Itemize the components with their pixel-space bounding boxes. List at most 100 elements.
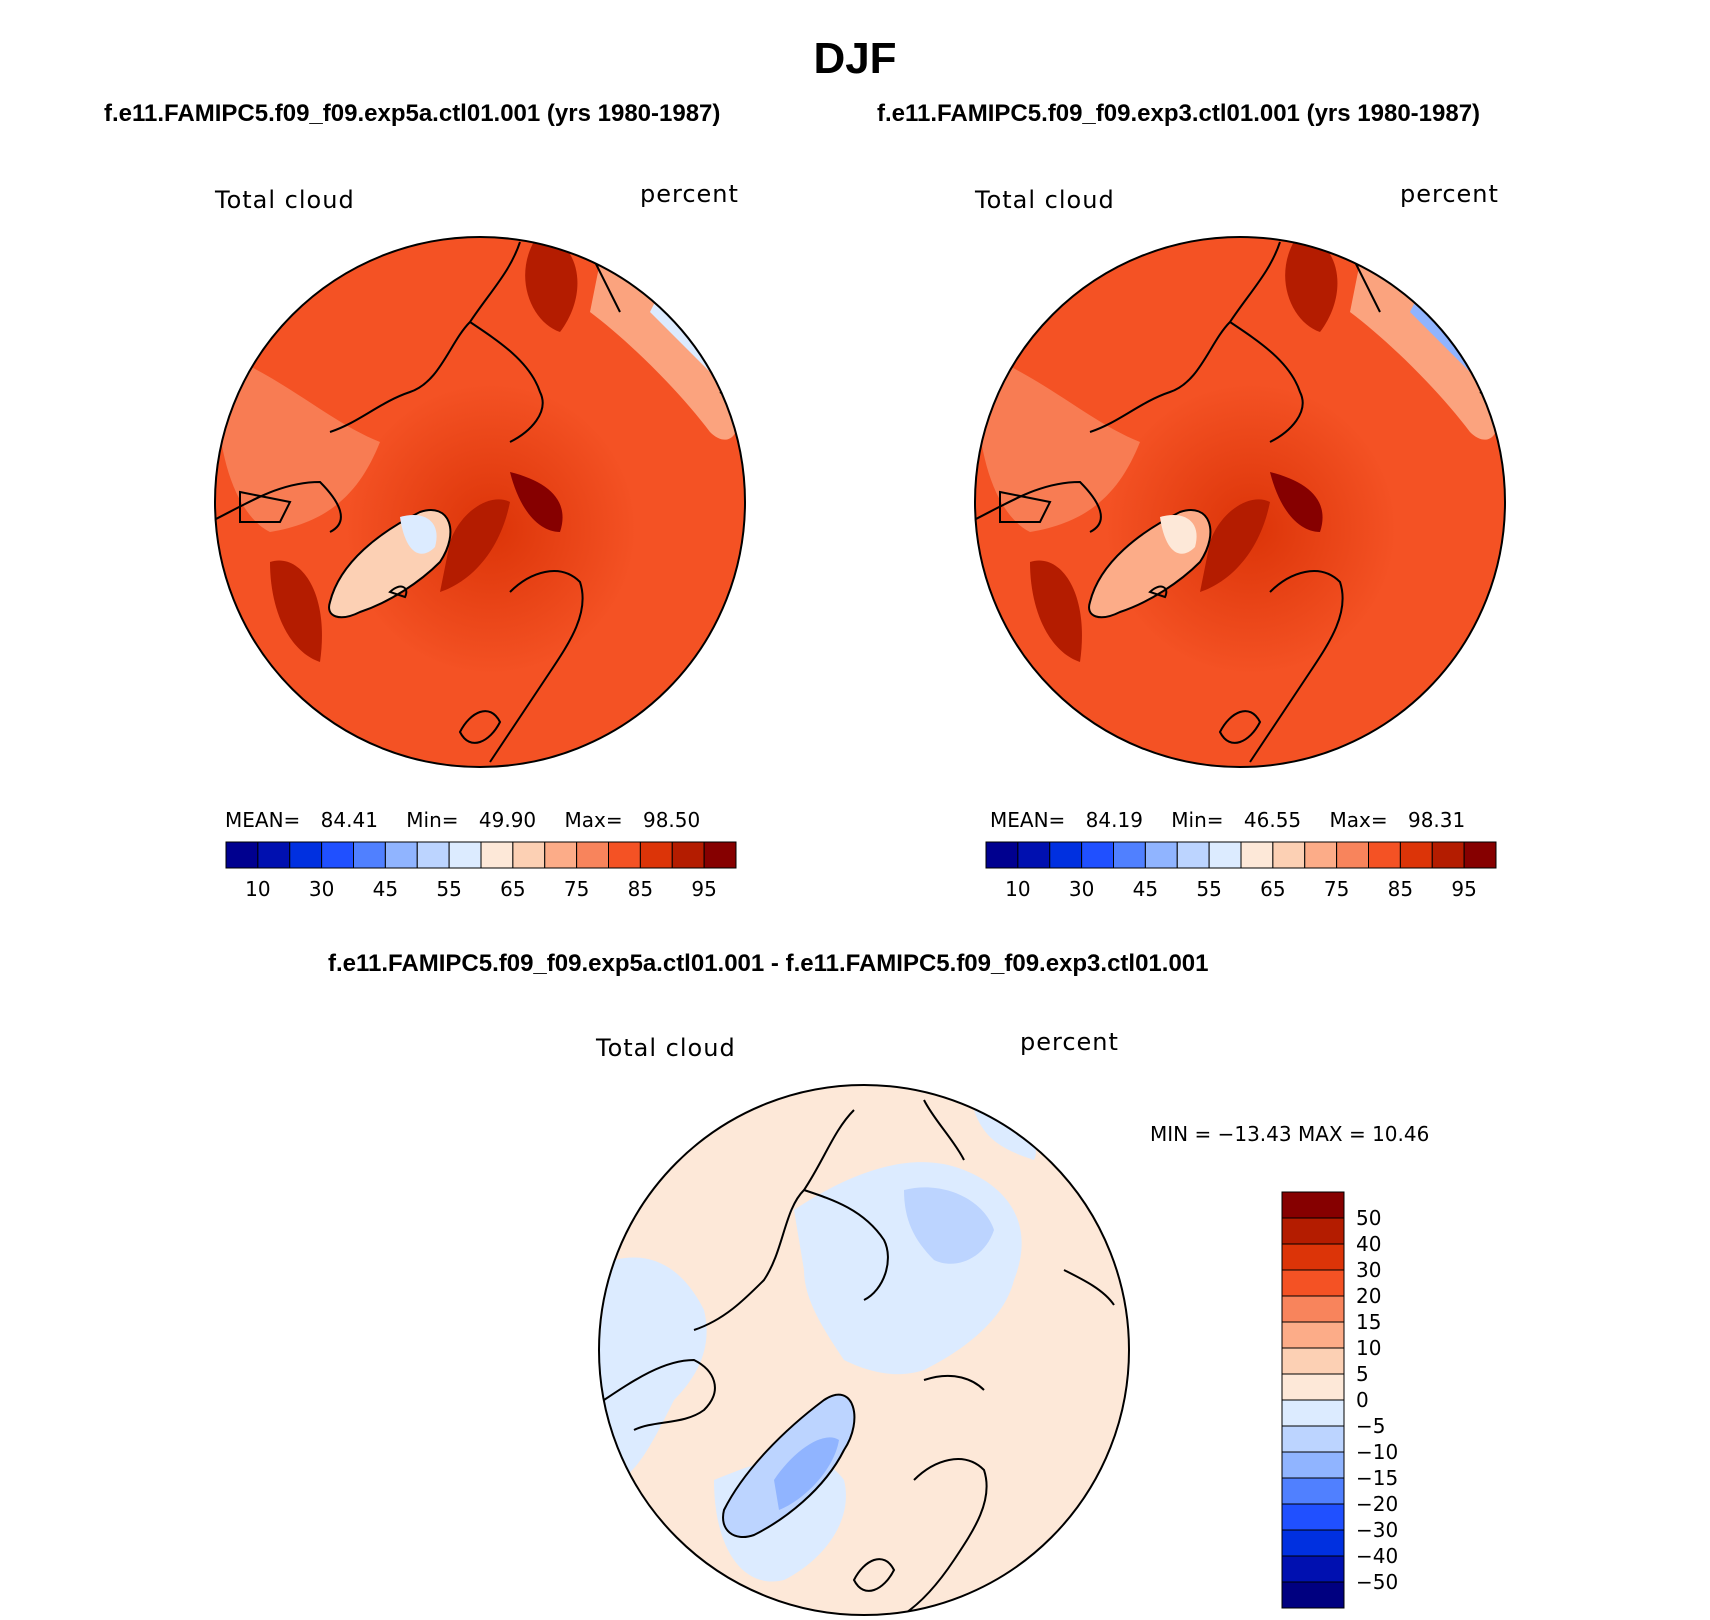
panel-2-variable-label: Total cloud <box>975 186 1115 214</box>
diff-field-patch <box>599 1257 707 1480</box>
diff-coastline <box>852 1558 896 1592</box>
panel-1-colorbar-tick-label: 55 <box>436 877 461 901</box>
diff-field-patch <box>904 1187 994 1264</box>
panel-1-colorbar-swatch <box>639 841 673 869</box>
panel-1-mean-value: 84.41 <box>320 808 378 832</box>
panel-2-colorbar-swatch <box>1240 841 1274 869</box>
panel-2-min-label: Min= <box>1171 808 1224 832</box>
panel-2-mean-value: 84.19 <box>1085 808 1143 832</box>
diff-colorbar-swatch <box>1281 1529 1345 1557</box>
diff-colorbar-swatch <box>1281 1399 1345 1427</box>
panel-1-stats: MEAN= 84.41 Min= 49.90 Max= 98.50 <box>225 808 700 832</box>
panel-1-colorbar-swatch <box>576 841 609 869</box>
panel-1-coastline <box>489 570 584 763</box>
panel-2-min-value: 46.55 <box>1243 808 1302 832</box>
panel-2-mean-label: MEAN= <box>990 808 1066 832</box>
panel-2-colorbar-tick-label: 45 <box>1133 877 1158 901</box>
panel-2-colorbar-swatch <box>1431 841 1465 869</box>
panel-2-coastline <box>1089 241 1281 433</box>
panel-1-case-title: f.e11.FAMIPC5.f09_f09.exp5a.ctl01.001 (y… <box>104 100 721 127</box>
panel-1-max-value: 98.50 <box>642 808 701 832</box>
diff-colorbar-swatch <box>1281 1321 1345 1349</box>
diff-colorbar-tick-label: 50 <box>1356 1206 1381 1230</box>
panel-2-colorbar-swatch <box>1049 841 1083 869</box>
panel-1-colorbar-tick-label: 95 <box>691 877 716 901</box>
diff-coastline <box>893 1458 988 1615</box>
panel-1-max-label: Max= <box>564 808 623 832</box>
diff-field-patch <box>974 1110 1036 1160</box>
panel-1-field-patch <box>510 472 563 532</box>
panel-2-stats: MEAN= 84.19 Min= 46.55 Max= 98.31 <box>990 808 1465 832</box>
panel-2-colorbar-swatch <box>1336 841 1369 869</box>
diff-coastline <box>803 1189 889 1301</box>
panel-2-colorbar-swatch <box>1113 841 1146 869</box>
panel-2-colorbar-tick-label: 55 <box>1196 877 1221 901</box>
diff-colorbar-tick-label: 40 <box>1356 1232 1381 1256</box>
diff-colorbar-swatch <box>1281 1555 1345 1583</box>
panel-2-colorbar-swatch <box>1368 841 1401 869</box>
panel-2-max-label: Max= <box>1329 808 1388 832</box>
panel-1-field-patch <box>525 237 578 332</box>
panel-1-colorbar-tick-label: 65 <box>500 877 525 901</box>
panel-1-colorbar-swatch <box>384 841 418 869</box>
diff-colorbar-tick-label: 30 <box>1356 1258 1381 1282</box>
panel-1-coastline <box>469 321 544 443</box>
panel-1-coastline <box>388 585 408 599</box>
panel-2-colorbar-swatch <box>1017 841 1051 869</box>
panel-1-colorbar-swatch <box>353 841 386 869</box>
diff-colorbar-tick-label: −10 <box>1356 1440 1398 1464</box>
diff-colorbar-swatch <box>1281 1425 1345 1453</box>
diff-colorbar-tick-label: 20 <box>1356 1284 1381 1308</box>
panel-1-field-patch <box>590 262 739 440</box>
panel-2-field-patch <box>1350 262 1499 440</box>
panel-2-max-value: 98.31 <box>1407 808 1466 832</box>
panel-2-field-patch <box>1285 237 1338 332</box>
panel-2-coastline <box>999 490 1052 523</box>
panel-2-field-patch <box>1030 560 1082 662</box>
panel-1-colorbar-swatch <box>671 841 705 869</box>
figure-title: DJF <box>813 34 897 83</box>
panel-2-colorbar-swatch <box>1304 841 1338 869</box>
panel-2-field-patch <box>1160 515 1197 554</box>
panel-1-coastline <box>329 241 521 433</box>
diff-colorbar-tick-label: −50 <box>1356 1570 1398 1594</box>
diff-coastline <box>603 1358 716 1431</box>
panel-1-polar-map <box>214 236 746 768</box>
panel-2-colorbar-swatch <box>1144 841 1178 869</box>
panel-2-colorbar-tick-label: 30 <box>1069 877 1094 901</box>
panel-1-colorbar-tick-label: 10 <box>245 877 270 901</box>
panel-1-colorbar-swatch <box>544 841 578 869</box>
panel-2-colorbar-swatch <box>1272 841 1306 869</box>
panel-1-colorbar-swatch <box>289 841 323 869</box>
panel-1-map-border <box>214 236 746 768</box>
diff-polar-map <box>598 1084 1130 1616</box>
panel-2-units-label: percent <box>1400 180 1499 208</box>
panel-1-colorbar-tick-label: 45 <box>373 877 398 901</box>
panel-2-coastline <box>1249 570 1344 763</box>
panel-2-colorbar-swatch <box>1208 841 1242 869</box>
diff-colorbar-swatch <box>1281 1373 1345 1401</box>
panel-1-coastline <box>458 710 502 744</box>
diff-colorbar-swatch <box>1281 1477 1345 1505</box>
diff-colorbar-swatch <box>1281 1243 1345 1271</box>
panel-1-colorbar-swatch <box>512 841 546 869</box>
diff-field-patch <box>774 1437 839 1510</box>
panel-2-coastline <box>1229 321 1304 443</box>
panel-2-field-patch <box>1200 499 1270 592</box>
diff-colorbar-swatch <box>1281 1191 1345 1219</box>
panel-2-colorbar-tick-label: 10 <box>1005 877 1030 901</box>
diff-colorbar-tick-label: −5 <box>1356 1414 1385 1438</box>
panel-2-colorbar: 10 30 45 55 65 75 85 95 <box>985 841 1497 901</box>
panel-1-colorbar-swatch <box>703 841 737 869</box>
panel-2-colorbar-swatch <box>1463 841 1497 869</box>
panel-2-map-border <box>974 236 1506 768</box>
diff-minmax-text: MIN = −13.43 MAX = 10.46 <box>1150 1122 1430 1146</box>
diff-units-label: percent <box>1020 1028 1119 1056</box>
diff-colorbar-tick-label: 0 <box>1356 1388 1369 1412</box>
panel-2-coastline <box>1218 710 1262 744</box>
diff-coastline <box>1063 1269 1115 1306</box>
panel-2-colorbar-swatch <box>985 841 1019 869</box>
panel-1-field-patch <box>440 499 510 592</box>
panel-2-colorbar-tick-label: 85 <box>1388 877 1413 901</box>
